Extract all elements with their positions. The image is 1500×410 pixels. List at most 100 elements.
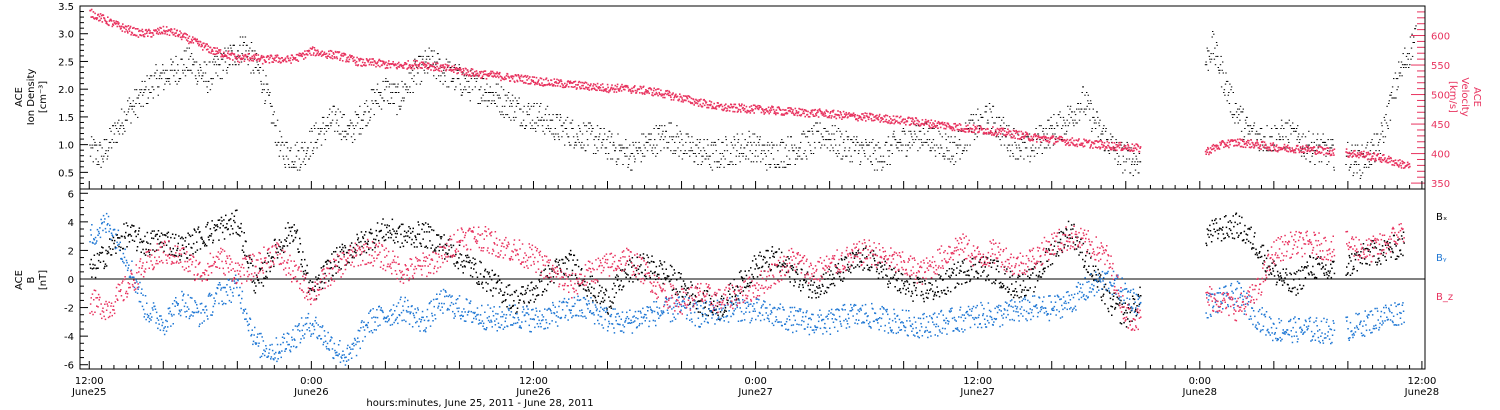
- density-point: [205, 80, 207, 82]
- velocity-point: [725, 110, 728, 112]
- density-point: [1374, 161, 1376, 163]
- density-point: [325, 125, 327, 127]
- density-point: [764, 153, 766, 154]
- velocity-point: [1089, 145, 1092, 148]
- density-point: [1389, 94, 1391, 96]
- density-point: [102, 158, 104, 160]
- density-point: [891, 153, 893, 154]
- density-point: [431, 50, 433, 52]
- velocity-point: [162, 25, 165, 28]
- density-point: [262, 69, 264, 71]
- density-point: [691, 136, 693, 138]
- density-point: [539, 105, 541, 107]
- density-point: [820, 147, 822, 149]
- velocity-point: [368, 63, 371, 66]
- velocity-point: [953, 123, 955, 125]
- density-point: [219, 78, 222, 80]
- velocity-point: [717, 104, 720, 107]
- density-point: [1027, 155, 1029, 157]
- velocity-point: [832, 109, 835, 112]
- density-point: [1278, 133, 1280, 135]
- density-point: [662, 139, 665, 141]
- density-point: [191, 72, 193, 74]
- velocity-point: [424, 63, 427, 66]
- density-point: [656, 144, 658, 146]
- density-point: [468, 86, 470, 88]
- density-point: [954, 136, 956, 138]
- density-point: [917, 150, 919, 152]
- bx-point: [184, 240, 186, 242]
- density-point: [1402, 53, 1404, 55]
- velocity-point: [835, 113, 837, 116]
- density-point: [511, 94, 514, 96]
- density-point: [1279, 139, 1282, 141]
- velocity-point: [1361, 156, 1364, 158]
- density-point: [1138, 172, 1140, 174]
- density-point: [693, 161, 696, 163]
- velocity-point: [960, 127, 963, 130]
- velocity-point: [956, 128, 959, 131]
- bx-series: [89, 209, 1405, 328]
- density-point: [901, 150, 903, 152]
- velocity-point: [128, 30, 131, 32]
- density-point: [316, 139, 319, 141]
- density-point: [1285, 136, 1287, 138]
- density-point: [1292, 128, 1294, 129]
- density-point: [296, 141, 298, 143]
- velocity-point: [878, 113, 881, 116]
- velocity-point: [898, 116, 901, 119]
- density-point: [1384, 119, 1386, 121]
- velocity-point: [211, 48, 213, 51]
- density-point: [648, 139, 650, 141]
- density-point: [740, 144, 742, 146]
- velocity-point: [363, 64, 366, 67]
- density-point: [780, 141, 782, 143]
- density-point: [255, 53, 258, 55]
- density-point: [1062, 116, 1065, 118]
- velocity-point: [673, 96, 675, 99]
- velocity-point: [347, 56, 350, 58]
- density-point: [165, 78, 167, 80]
- bx-point: [143, 252, 145, 255]
- velocity-point: [1091, 142, 1094, 144]
- density-point: [135, 89, 138, 91]
- density-point: [142, 105, 144, 107]
- velocity-point: [492, 76, 494, 78]
- density-point: [819, 122, 821, 124]
- density-point: [667, 147, 669, 149]
- density-point: [1405, 55, 1408, 57]
- density-point: [713, 161, 716, 163]
- density-point: [644, 155, 646, 157]
- density-point: [381, 97, 384, 99]
- density-point: [220, 53, 222, 55]
- velocity-point: [624, 88, 626, 91]
- density-point: [758, 144, 760, 146]
- velocity-point: [710, 103, 712, 106]
- density-point: [654, 147, 656, 149]
- density-point: [1222, 61, 1224, 63]
- density-point: [353, 128, 355, 129]
- density-point: [1074, 119, 1076, 121]
- velocity-point: [168, 29, 170, 31]
- density-point: [1365, 147, 1367, 149]
- density-point: [122, 125, 124, 127]
- velocity-point: [453, 64, 456, 67]
- density-point: [260, 80, 262, 82]
- velocity-point: [630, 92, 633, 94]
- bx-point: [241, 249, 244, 251]
- velocity-point: [1079, 144, 1082, 146]
- density-point: [861, 141, 863, 143]
- velocity-point: [773, 112, 775, 115]
- velocity-point: [646, 92, 648, 94]
- velocity-point: [831, 115, 833, 117]
- velocity-point: [1406, 161, 1409, 164]
- velocity-point: [1218, 148, 1221, 150]
- velocity-point: [1007, 128, 1009, 130]
- velocity-point: [883, 115, 886, 118]
- bx-point: [170, 250, 173, 253]
- velocity-point: [954, 126, 957, 128]
- bx-point: [103, 267, 105, 270]
- velocity-point: [933, 123, 935, 125]
- bx-point: [237, 234, 240, 236]
- bx-point: [169, 247, 171, 249]
